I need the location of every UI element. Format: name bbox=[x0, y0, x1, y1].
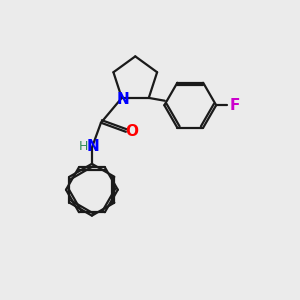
Text: F: F bbox=[229, 98, 240, 113]
Text: N: N bbox=[117, 92, 130, 107]
Text: O: O bbox=[125, 124, 138, 139]
Text: H: H bbox=[79, 140, 88, 153]
Text: N: N bbox=[87, 139, 100, 154]
